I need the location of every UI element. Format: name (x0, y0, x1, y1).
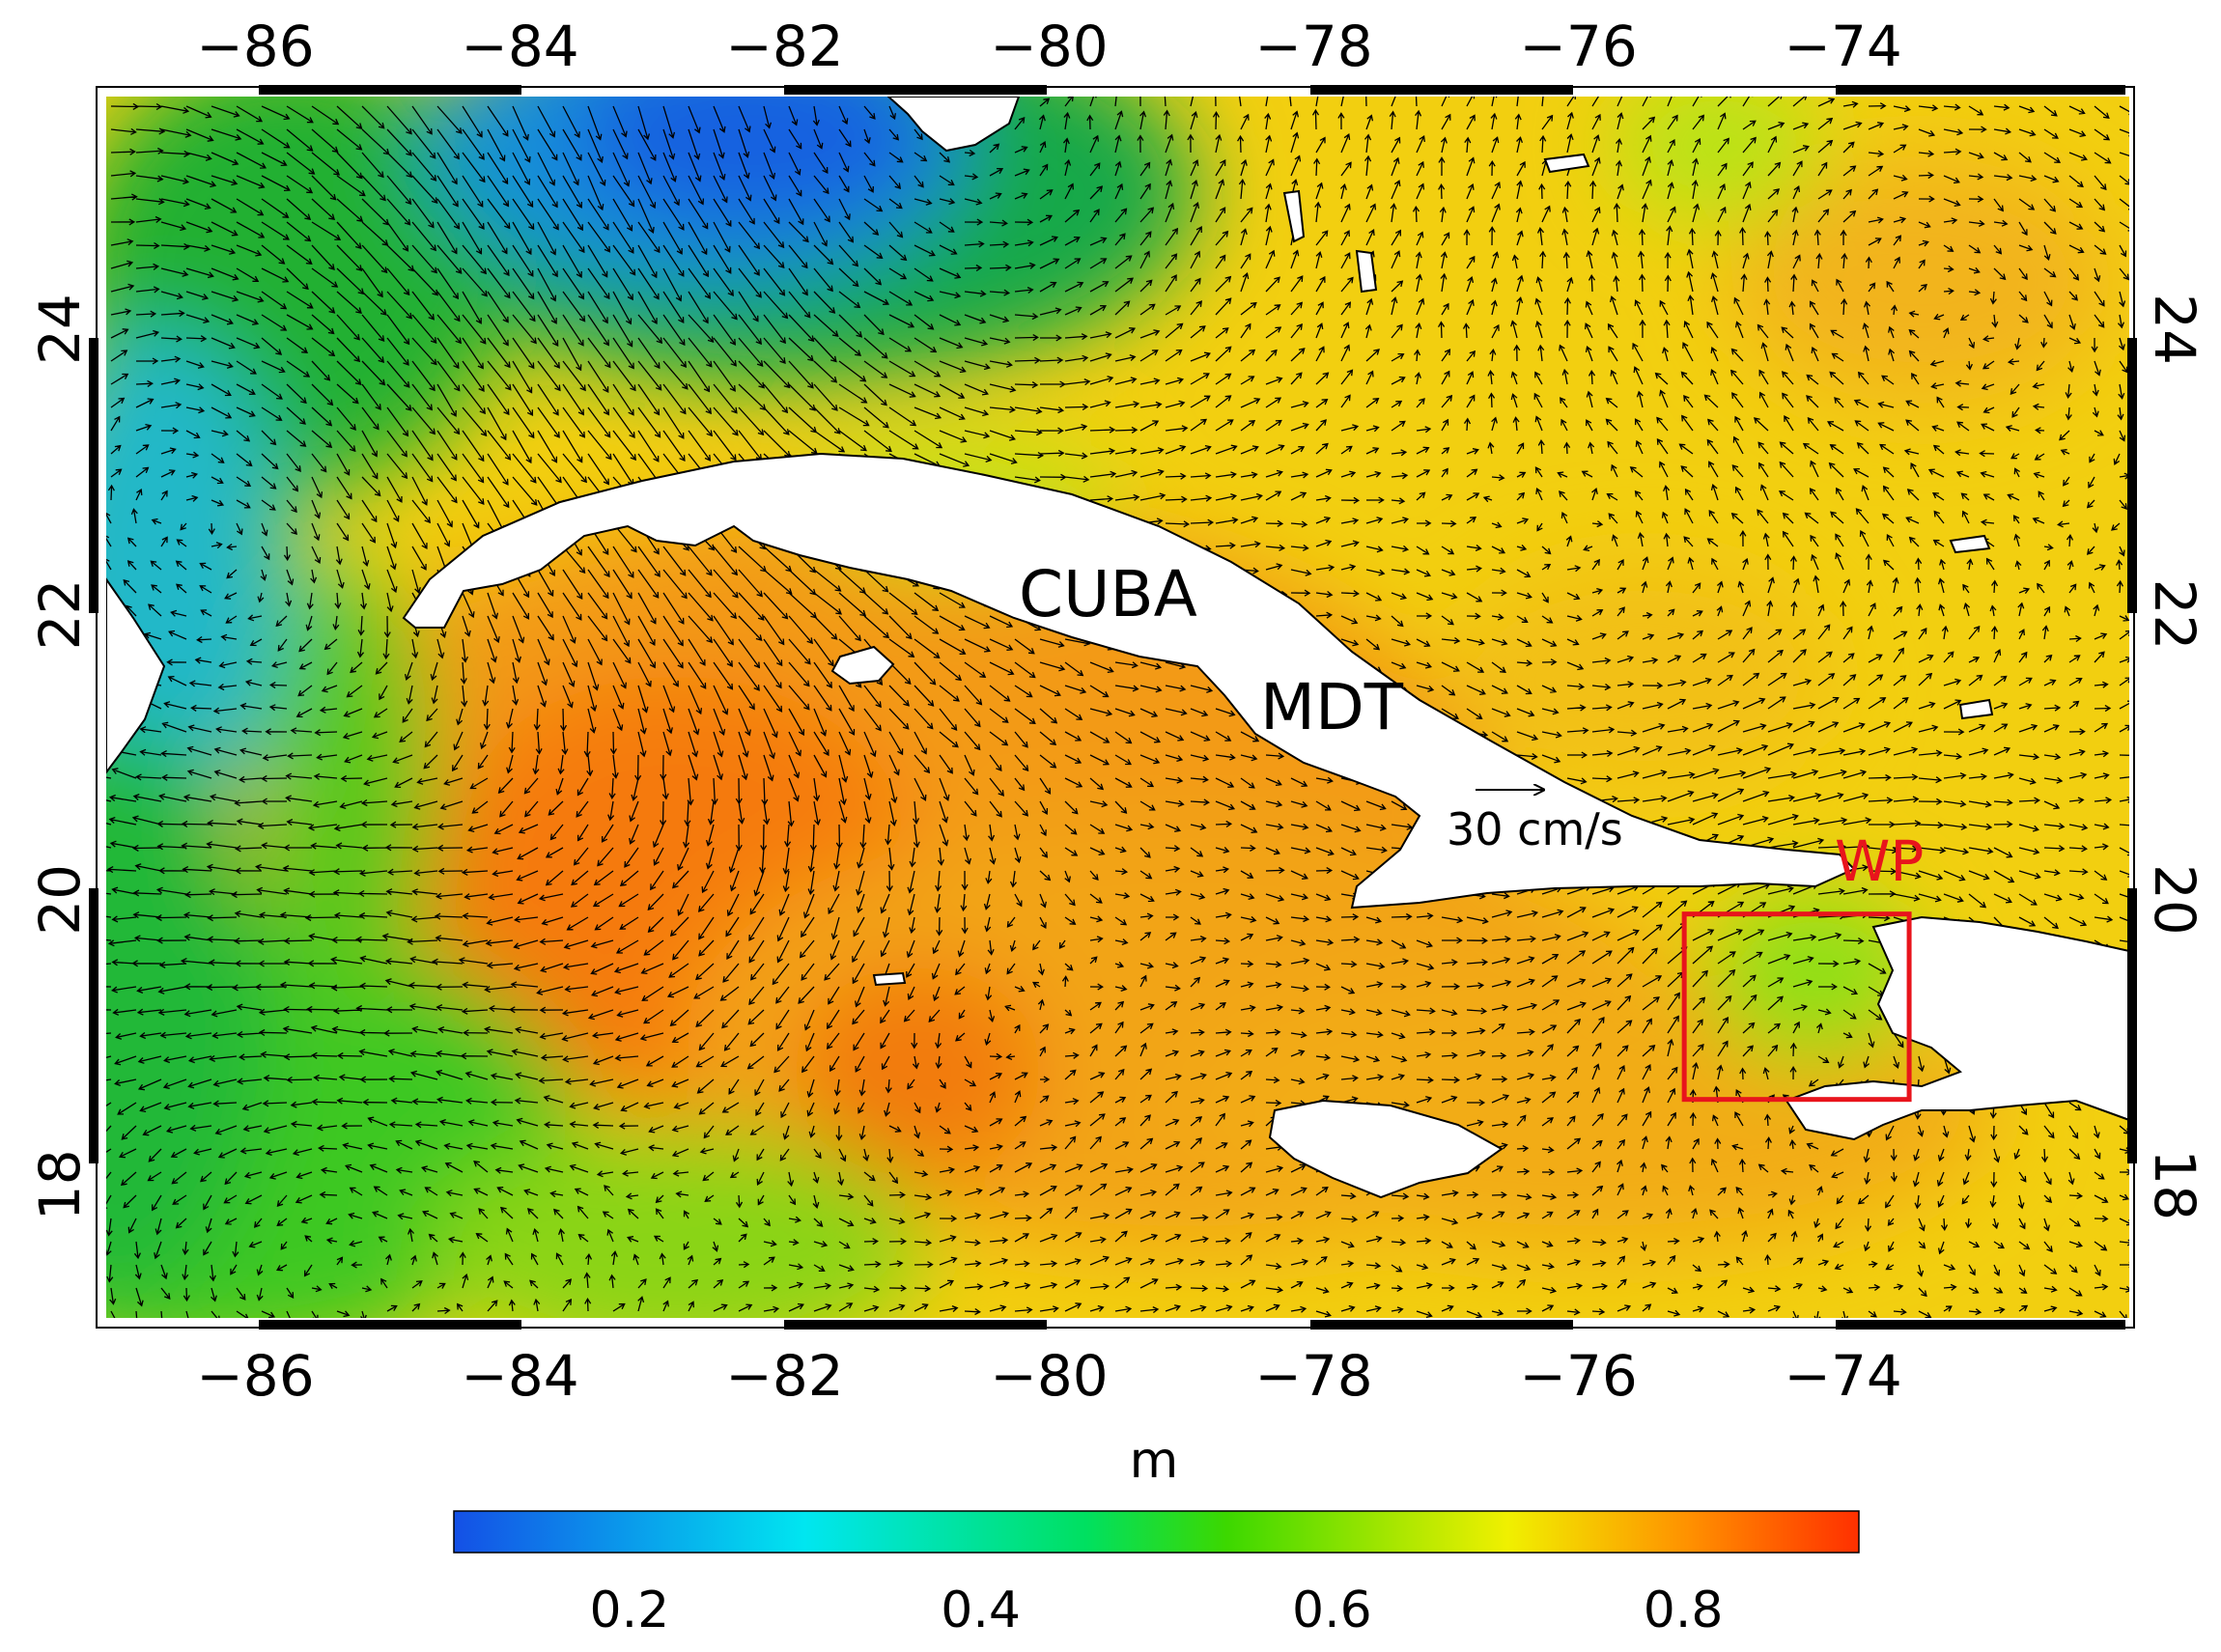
lon-tick-bottom: −82 (725, 1343, 843, 1409)
lat-tick-right: 18 (2142, 1149, 2207, 1220)
colorbar-tick: 0.4 (941, 1582, 1021, 1639)
lat-tick-right: 24 (2142, 294, 2207, 365)
land-isla-juventud (830, 645, 895, 686)
lon-tick-bottom: −76 (1519, 1343, 1637, 1409)
lat-ticks-right: 18 20 22 24 (2142, 294, 2207, 1220)
label-reference-vector: 30 cm/s (1447, 803, 1623, 855)
land-bahamas-3 (1543, 153, 1590, 174)
lat-tick-left: 18 (27, 1149, 93, 1220)
ssh-colour-field (106, 97, 2115, 1318)
lon-tick-top: −86 (196, 14, 314, 79)
lon-tick-top: −78 (1254, 14, 1372, 79)
label-wp-box: WP (1835, 828, 1924, 894)
lat-ticks-left: 18 20 22 24 (27, 294, 93, 1220)
land-bahamas-4 (1949, 534, 1991, 554)
frame-scale-bars (89, 85, 2137, 1330)
wp-box (1681, 911, 1912, 1103)
land-bahamas-1 (1282, 189, 1306, 243)
lat-tick-left: 24 (27, 294, 93, 365)
land-cayman (872, 971, 907, 987)
colorbar-tick: 0.2 (590, 1582, 670, 1639)
lat-tick-right: 22 (2142, 579, 2207, 651)
colorbar-tick: 0.6 (1292, 1582, 1372, 1639)
land-bahamas-5 (1958, 698, 1994, 720)
colorbar-unit: m (1130, 1432, 1179, 1490)
land-jamaica (1268, 1099, 1504, 1199)
lon-tick-top: −84 (461, 14, 578, 79)
colorbar (453, 1510, 1860, 1554)
label-field: MDT (1260, 670, 1404, 744)
land-bahamas-2 (1355, 249, 1378, 294)
land-masses (106, 97, 2129, 1199)
colorbar-tick: 0.8 (1644, 1582, 1724, 1639)
label-cuba: CUBA (1019, 557, 1197, 631)
lon-tick-top: −76 (1519, 14, 1637, 79)
map-panel (106, 97, 2129, 1318)
colorbar-ticks: 0.2 0.4 0.6 0.8 (590, 1582, 1724, 1639)
lon-tick-top: −82 (725, 14, 843, 79)
land-cuba (402, 452, 1856, 910)
lon-tick-top: −74 (1784, 14, 1901, 79)
lon-ticks-bottom: −86 −84 −82 −80 −78 −76 −74 (196, 1343, 1902, 1409)
lon-ticks-top: −86 −84 −82 −80 −78 −76 −74 (196, 14, 1902, 79)
lon-tick-top: −80 (990, 14, 1108, 79)
lon-tick-bottom: −78 (1254, 1343, 1372, 1409)
land-hispaniola (1785, 915, 2129, 1141)
lon-tick-bottom: −84 (461, 1343, 578, 1409)
lat-tick-right: 20 (2142, 864, 2207, 936)
lon-tick-bottom: −86 (196, 1343, 314, 1409)
land-florida (886, 97, 1021, 153)
lat-tick-left: 20 (27, 864, 93, 936)
map-frame (96, 86, 2135, 1329)
lon-tick-bottom: −80 (990, 1343, 1108, 1409)
lon-tick-bottom: −74 (1784, 1343, 1901, 1409)
land-yucatan (106, 577, 166, 774)
lat-tick-left: 22 (27, 579, 93, 651)
